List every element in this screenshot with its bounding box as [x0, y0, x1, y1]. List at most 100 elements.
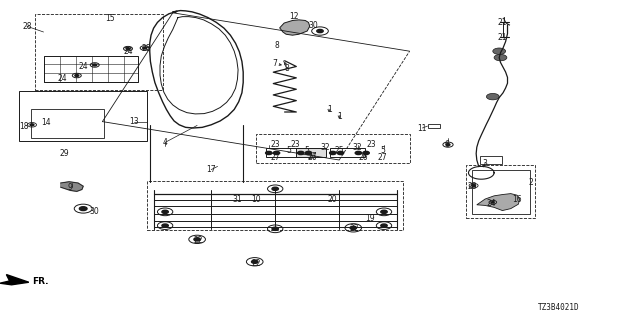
Text: 22: 22	[194, 236, 203, 245]
Text: 5: 5	[305, 146, 310, 155]
Text: 4: 4	[163, 138, 168, 147]
Text: FR.: FR.	[32, 277, 49, 286]
Circle shape	[162, 210, 168, 213]
Circle shape	[330, 151, 336, 155]
Text: 27: 27	[270, 153, 280, 162]
Circle shape	[272, 187, 278, 190]
Bar	[35, 14, 163, 90]
Text: 1: 1	[337, 112, 342, 121]
Text: 16: 16	[512, 195, 522, 204]
Text: 24: 24	[58, 74, 68, 83]
Text: 27: 27	[307, 152, 317, 161]
Circle shape	[30, 124, 34, 126]
Text: 10: 10	[251, 195, 261, 204]
Polygon shape	[477, 194, 520, 211]
Bar	[31, 109, 104, 138]
Circle shape	[492, 202, 494, 203]
Text: 32: 32	[320, 143, 330, 152]
Text: 30: 30	[90, 207, 100, 216]
Text: 30: 30	[308, 21, 319, 30]
Text: 31: 31	[232, 195, 242, 204]
Bar	[296, 148, 326, 157]
Circle shape	[272, 227, 278, 230]
Text: 13: 13	[129, 117, 140, 126]
Text: 8: 8	[274, 41, 279, 50]
Text: 28: 28	[22, 22, 31, 31]
Text: 7: 7	[273, 59, 278, 68]
Text: 6: 6	[444, 140, 449, 148]
Circle shape	[493, 48, 506, 54]
Text: 26: 26	[307, 153, 317, 162]
Text: 22: 22	[350, 224, 359, 233]
Circle shape	[486, 93, 499, 100]
Bar	[472, 170, 530, 214]
Text: 23: 23	[366, 140, 376, 149]
Text: 15: 15	[105, 14, 115, 23]
Text: 23: 23	[270, 140, 280, 149]
Circle shape	[252, 260, 258, 263]
Text: 25: 25	[334, 146, 344, 155]
Circle shape	[126, 48, 130, 50]
Circle shape	[75, 75, 79, 76]
Text: 24: 24	[78, 62, 88, 71]
Text: 12: 12	[290, 12, 299, 20]
Text: 23: 23	[291, 140, 301, 149]
Text: 17: 17	[206, 165, 216, 174]
Text: 19: 19	[365, 214, 375, 223]
Text: 20: 20	[328, 195, 338, 204]
Text: 21: 21	[498, 18, 507, 27]
Bar	[44, 56, 138, 82]
Circle shape	[143, 47, 147, 49]
Text: 5: 5	[287, 146, 292, 155]
Text: 28: 28	[141, 44, 150, 53]
Text: 8: 8	[284, 64, 289, 73]
Bar	[428, 124, 440, 128]
Circle shape	[337, 151, 344, 155]
Circle shape	[472, 185, 476, 187]
Text: TZ3B4021D: TZ3B4021D	[538, 303, 579, 312]
Circle shape	[266, 151, 272, 155]
Circle shape	[363, 151, 369, 155]
Text: 29: 29	[59, 149, 69, 158]
Circle shape	[194, 238, 200, 241]
Bar	[147, 181, 403, 230]
Circle shape	[162, 224, 168, 227]
Text: 11: 11	[418, 124, 427, 132]
Circle shape	[317, 29, 323, 33]
Circle shape	[494, 54, 507, 61]
Polygon shape	[61, 182, 83, 191]
Text: 5: 5	[380, 146, 385, 155]
Text: 18: 18	[20, 122, 29, 131]
Bar	[256, 134, 410, 163]
Circle shape	[381, 210, 387, 213]
Circle shape	[93, 64, 97, 66]
Bar	[19, 91, 147, 141]
Circle shape	[79, 207, 87, 211]
Bar	[266, 148, 301, 157]
Text: 9: 9	[68, 183, 73, 192]
Circle shape	[298, 151, 304, 155]
Circle shape	[355, 151, 362, 155]
Text: 21: 21	[498, 33, 507, 42]
Circle shape	[446, 144, 450, 146]
Text: 26: 26	[358, 153, 369, 162]
Bar	[466, 165, 535, 218]
Text: 14: 14	[41, 118, 51, 127]
Circle shape	[273, 151, 280, 155]
Text: 24: 24	[123, 47, 133, 56]
Text: 22: 22	[252, 259, 260, 268]
Bar	[480, 156, 502, 164]
Bar	[330, 148, 365, 157]
Circle shape	[381, 224, 387, 227]
Circle shape	[305, 151, 312, 155]
Text: 28: 28	[468, 182, 477, 191]
Text: 3: 3	[483, 159, 488, 168]
Text: 32: 32	[352, 143, 362, 152]
Text: 24: 24	[486, 199, 497, 208]
Polygon shape	[0, 275, 29, 285]
Circle shape	[350, 226, 356, 229]
Text: 2: 2	[529, 178, 534, 187]
Polygon shape	[280, 20, 310, 35]
Text: 1: 1	[327, 105, 332, 114]
Text: 27: 27	[378, 153, 388, 162]
